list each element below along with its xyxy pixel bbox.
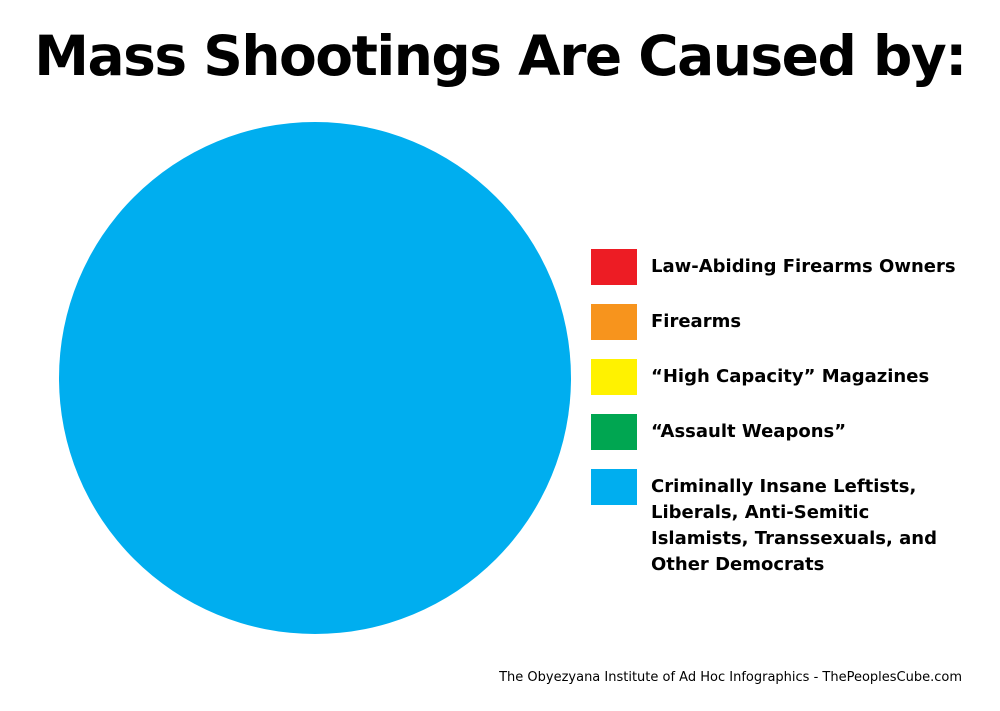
legend-swatch <box>591 469 637 505</box>
legend-swatch <box>591 414 637 450</box>
legend-label: “Assault Weapons” <box>651 421 847 442</box>
legend-label: “High Capacity” Magazines <box>651 366 930 387</box>
legend-label: Firearms <box>651 311 742 332</box>
legend-label: Criminally Insane Leftists, Liberals, An… <box>651 476 937 575</box>
pie-slice <box>59 122 571 634</box>
legend-label: Law-Abiding Firearms Owners <box>651 256 956 277</box>
chart-title: Mass Shootings Are Caused by: <box>34 24 967 88</box>
source-note: The Obyezyana Institute of Ad Hoc Infogr… <box>499 670 962 685</box>
legend-item: Criminally Insane Leftists, Liberals, An… <box>591 469 991 578</box>
legend-swatch <box>591 304 637 340</box>
legend-item: Law-Abiding Firearms Owners <box>591 249 991 285</box>
legend-item: Firearms <box>591 304 991 340</box>
legend-item: “High Capacity” Magazines <box>591 359 991 395</box>
legend-item: “Assault Weapons” <box>591 414 991 450</box>
legend-swatch <box>591 359 637 395</box>
legend: Law-Abiding Firearms Owners Firearms “High… <box>591 249 991 597</box>
legend-swatch <box>591 249 637 285</box>
